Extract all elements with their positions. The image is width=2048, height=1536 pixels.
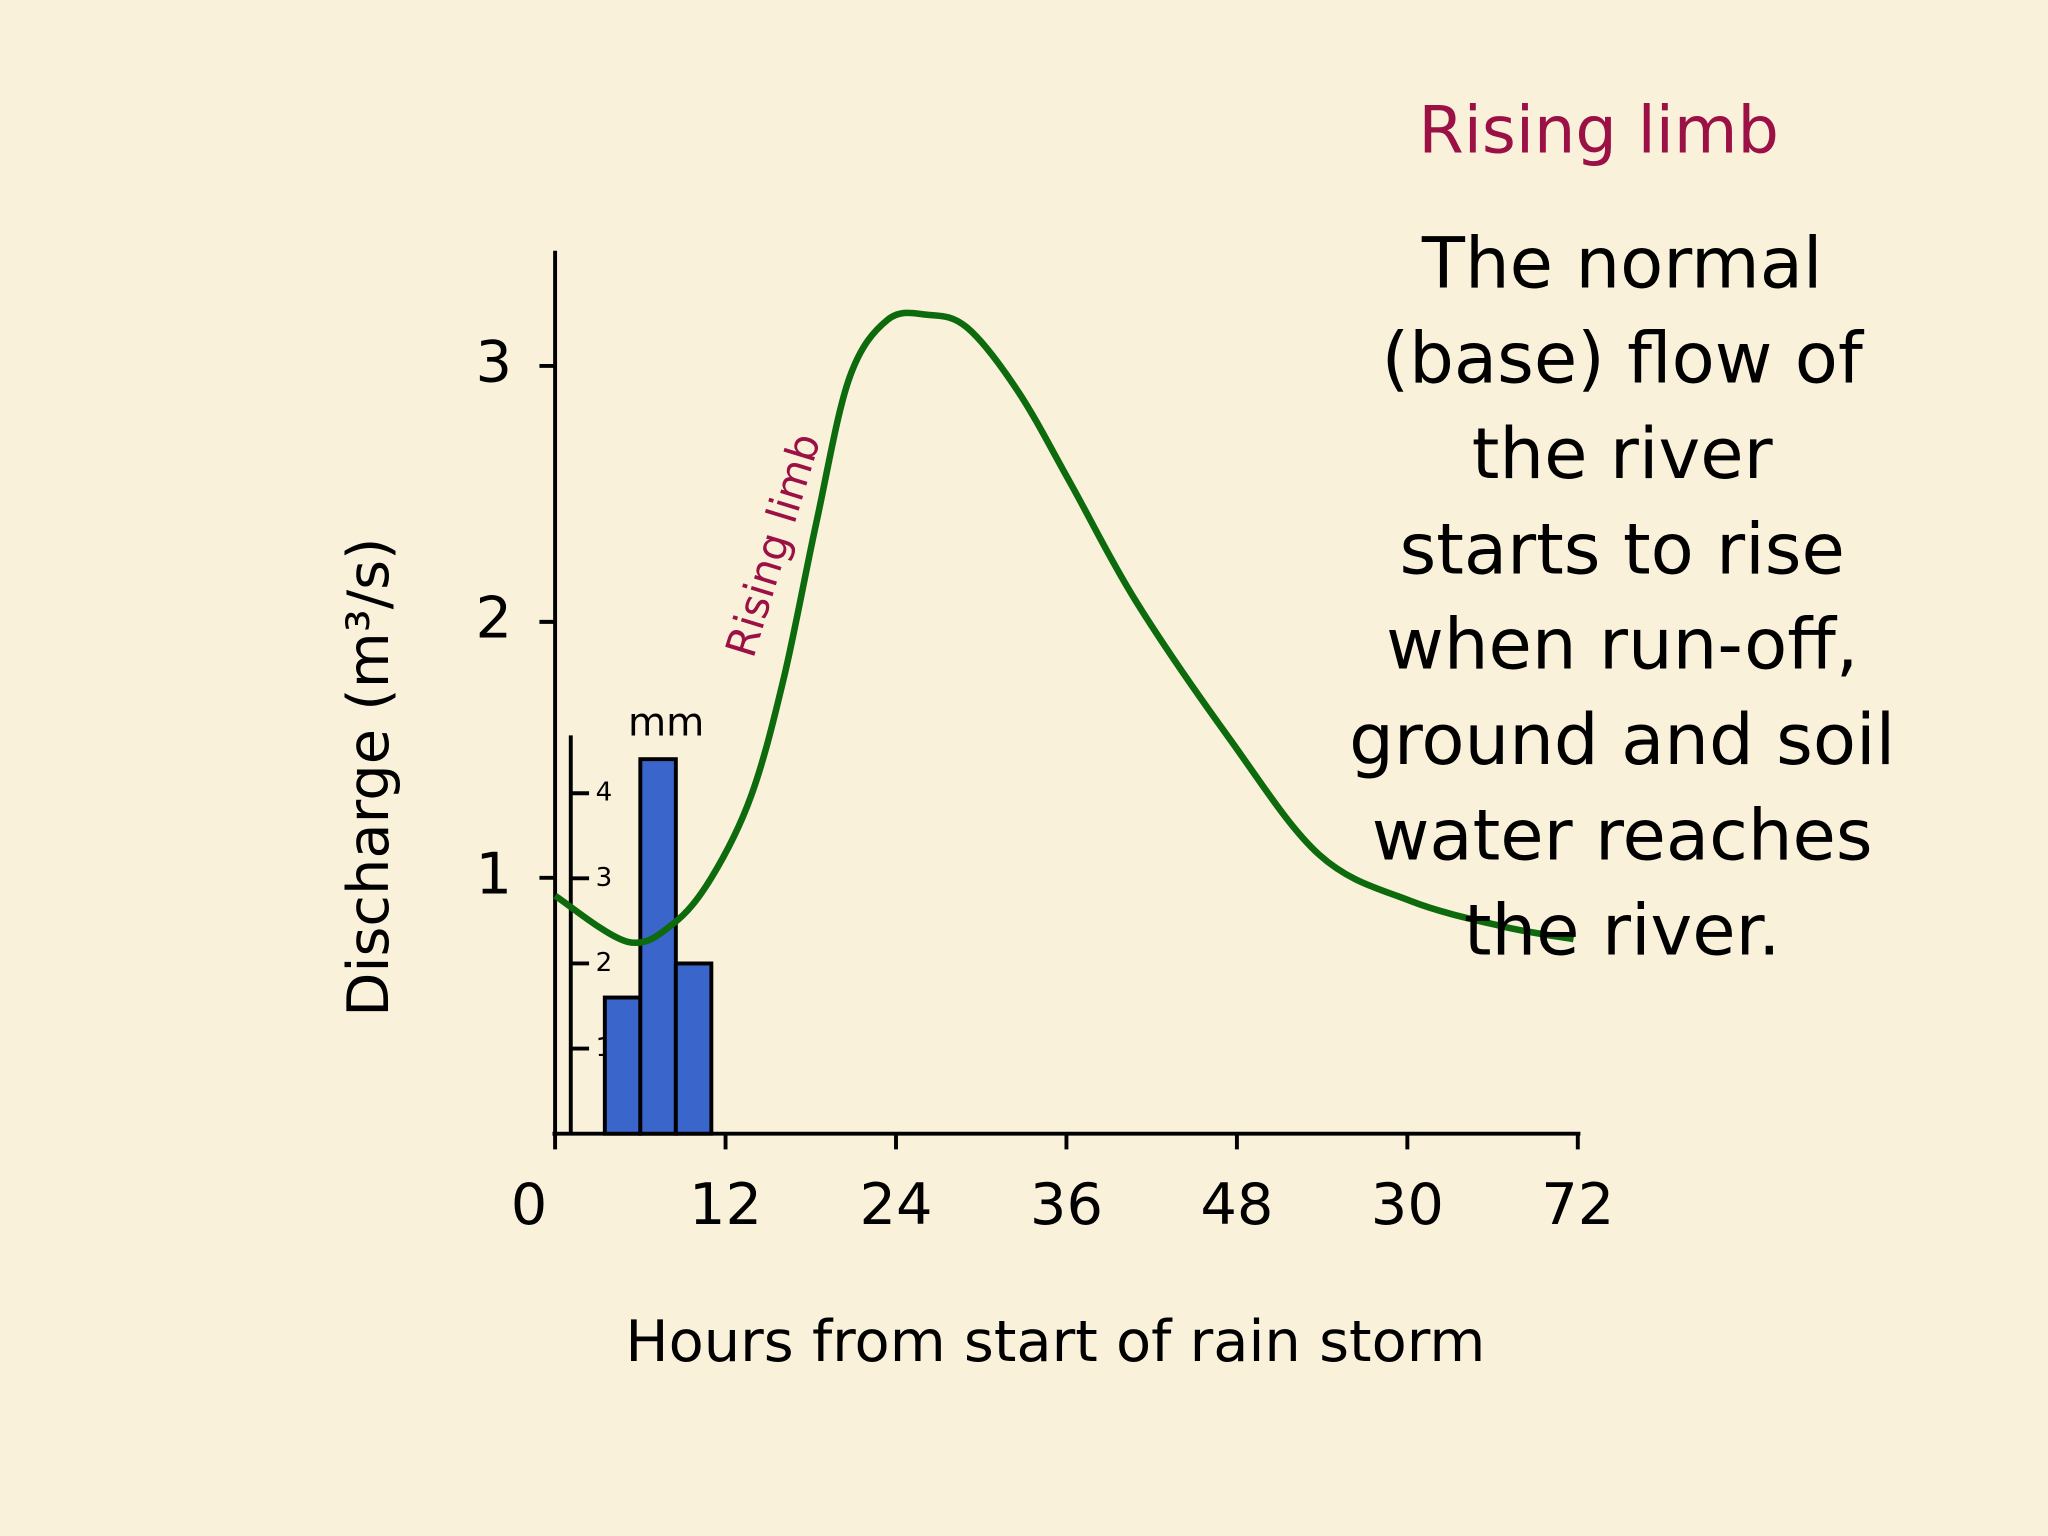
- x-tick-label: 36: [1030, 1171, 1103, 1238]
- description-line: the river.: [1464, 890, 1781, 972]
- description-line: The normal: [1421, 222, 1823, 304]
- x-tick-label: 24: [859, 1171, 932, 1238]
- hydrograph-line: [553, 309, 1575, 947]
- x-tick-label: 30: [1371, 1171, 1444, 1238]
- rain-bar: [673, 961, 714, 1136]
- description-line: when run-off,: [1386, 604, 1858, 686]
- y-tick-label: 1: [475, 840, 512, 907]
- x-tick-label: 48: [1200, 1171, 1273, 1238]
- description-line: the river: [1472, 413, 1773, 495]
- heading: Rising limb: [1418, 93, 1779, 169]
- description-line: (base) flow of: [1382, 318, 1865, 400]
- y-axis-label: Discharge (m³/s): [335, 538, 402, 1017]
- rain-bar: [638, 757, 678, 1136]
- description-line: ground and soil: [1349, 699, 1895, 781]
- x-tick-label: 12: [689, 1171, 762, 1238]
- rain-tick-label: 4: [596, 778, 613, 808]
- rain-tick-label: 3: [596, 863, 613, 893]
- rain-tick-label: 2: [596, 948, 613, 978]
- y-tick-label: 3: [475, 329, 512, 396]
- y-tick-label: 2: [475, 584, 512, 651]
- description: The normal (base) flow of the river starts …: [1349, 222, 1895, 971]
- description-line: starts to rise: [1400, 508, 1845, 590]
- rain-bar: [602, 995, 643, 1136]
- rain-axis-label: mm: [628, 700, 704, 745]
- x-tick-label: 72: [1541, 1171, 1614, 1238]
- x-axis-label: Hours from start of rain storm: [625, 1308, 1485, 1375]
- description-line: water reaches: [1372, 794, 1873, 876]
- x-tick-label: 0: [511, 1171, 548, 1238]
